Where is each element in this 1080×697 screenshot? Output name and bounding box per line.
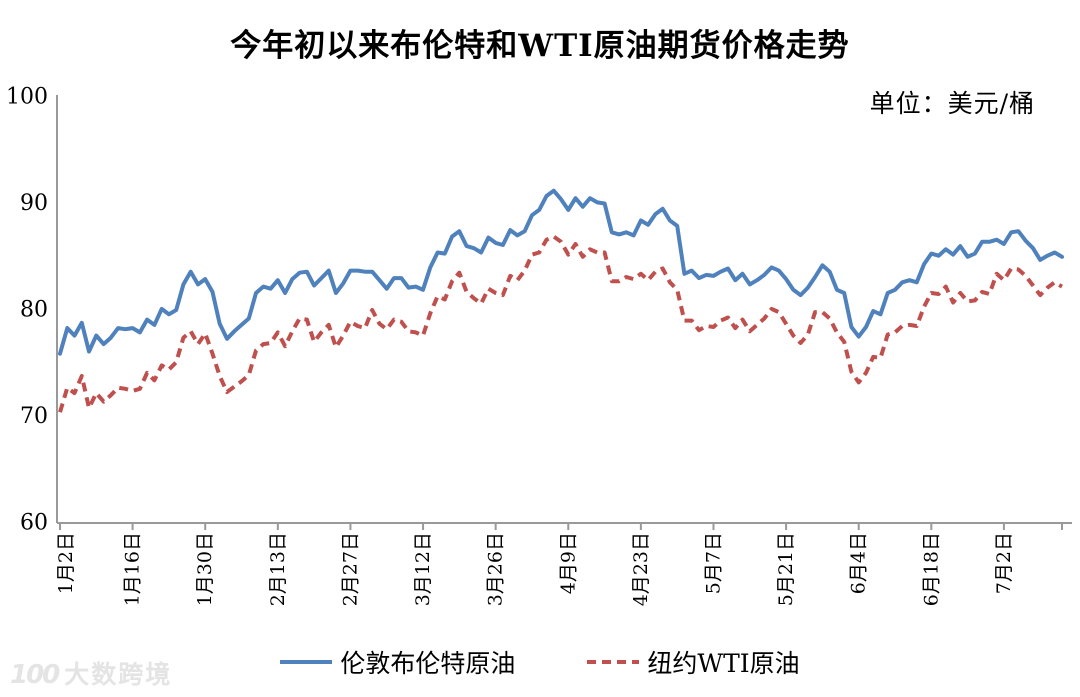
x-tick-label: 3月26日 (485, 532, 507, 606)
brent-line-sample-icon (280, 660, 333, 664)
x-tick-label: 6月4日 (848, 532, 870, 594)
x-tick-label: 2月27日 (339, 532, 361, 606)
x-tick-label: 1月30日 (194, 532, 216, 606)
legend: 伦敦布伦特原油 纽约WTI原油 (0, 640, 1080, 684)
brent-price-line (58, 188, 1064, 356)
x-tick-label: 7月2日 (993, 532, 1015, 594)
x-tick-label: 4月9日 (557, 532, 579, 594)
y-tick-label: 100 (6, 85, 48, 110)
wti-price-line (58, 234, 1064, 413)
x-tick-label: 5月7日 (702, 532, 724, 594)
x-tick-label: 1月16日 (122, 532, 144, 606)
x-tick-label: 4月23日 (630, 532, 652, 606)
unit-label: 单位：美元/桶 (869, 89, 1035, 118)
y-tick-label: 70 (20, 404, 48, 429)
watermark-logo-icon: 100 (10, 660, 60, 690)
x-tick-label: 5月21日 (775, 532, 797, 606)
wti-line-sample-icon (587, 660, 640, 664)
y-tick-label: 90 (20, 191, 48, 216)
legend-label-wti: 纽约WTI原油 (647, 649, 800, 678)
plot-area: 60 70 80 90 100 1月2日 1月16日 1月30日 2月13日 2月27日 3月12日… (6, 85, 1072, 606)
y-tick-label: 60 (20, 511, 48, 536)
x-tick-label: 6月18日 (920, 532, 942, 606)
x-tick-label: 2月13日 (267, 532, 289, 606)
y-tick-label: 80 (20, 298, 48, 323)
legend-label-brent: 伦敦布伦特原油 (340, 649, 516, 678)
watermark-text: 大数跨境 (64, 660, 173, 689)
watermark: 100 大数跨境 (10, 655, 172, 691)
legend-item-brent: 伦敦布伦特原油 (280, 644, 515, 680)
x-tick-label: 3月12日 (412, 532, 434, 606)
chart-title: 今年初以来布伦特和WTI原油期货价格走势 (230, 28, 850, 64)
legend-item-wti: 纽约WTI原油 (587, 644, 800, 680)
x-tick-label: 1月2日 (55, 532, 77, 594)
